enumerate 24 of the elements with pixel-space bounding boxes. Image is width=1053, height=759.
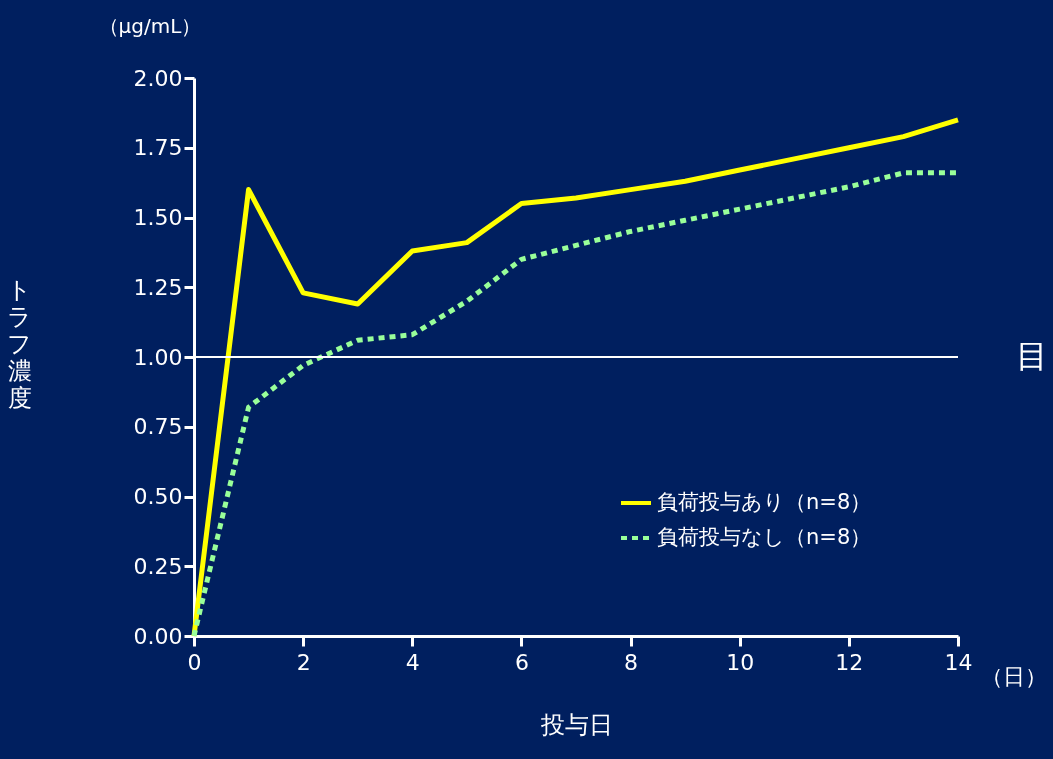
x-tick-label: 4 bbox=[405, 649, 420, 675]
x-tick-label: 14 bbox=[944, 649, 973, 675]
x-axis-title: 投与日 bbox=[539, 710, 613, 739]
y-tick-label: 0.75 bbox=[133, 414, 183, 440]
y-tick-label: 1.00 bbox=[133, 344, 183, 370]
y-tick-label: 0.50 bbox=[133, 484, 183, 509]
x-tick-label: 10 bbox=[726, 649, 755, 675]
y-tick-label: 1.75 bbox=[133, 135, 183, 161]
y-tick-label: 1.50 bbox=[133, 205, 183, 230]
y-axis-title: トラフ濃度 bbox=[7, 275, 32, 412]
legend-label: 負荷投与なし（n=8） bbox=[657, 525, 872, 549]
y-tick-label: 1.25 bbox=[133, 274, 183, 300]
text: （日） bbox=[981, 664, 1047, 689]
x-tick-label: 8 bbox=[624, 649, 639, 675]
legend-label: 負荷投与あり（n=8） bbox=[657, 490, 872, 514]
text: （μg/mL） bbox=[98, 14, 202, 38]
x-tick-label: 0 bbox=[187, 649, 202, 675]
y-tick-label: 0.00 bbox=[133, 623, 183, 649]
y-tick-label: 0.25 bbox=[133, 553, 183, 579]
x-tick-label: 2 bbox=[296, 649, 311, 675]
ref-line-label: 目 bbox=[1016, 337, 1048, 375]
y-tick-label: 2.00 bbox=[133, 65, 183, 91]
x-tick-label: 12 bbox=[835, 649, 864, 675]
x-tick-label: 6 bbox=[514, 649, 529, 675]
